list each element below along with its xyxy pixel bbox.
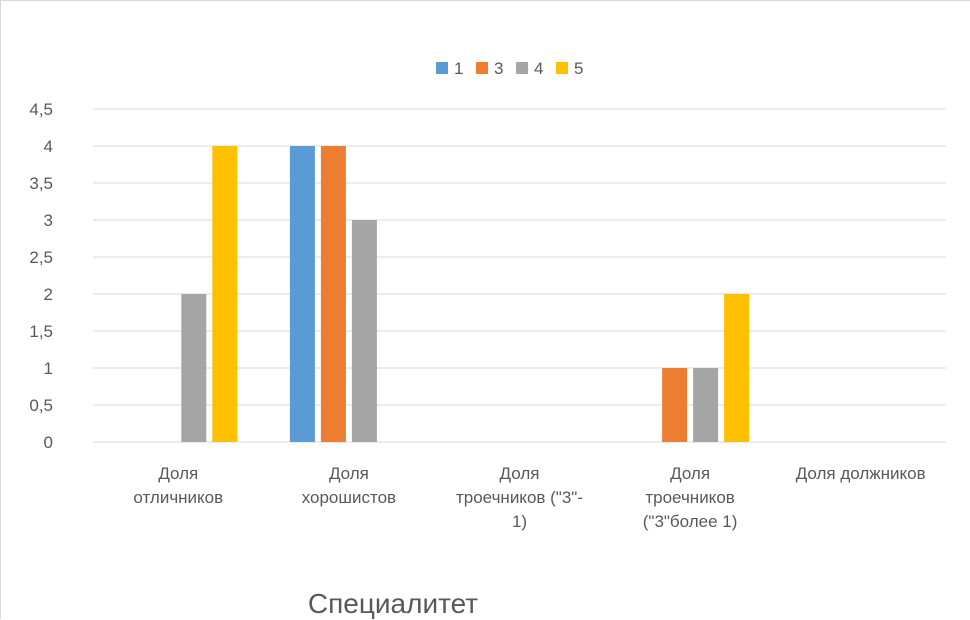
bars <box>181 146 750 442</box>
y-tick-label: 0,5 <box>29 396 53 415</box>
x-category-label: Доля отличников <box>133 464 223 507</box>
x-category-label: Доля троечников ("3"-1) <box>456 464 583 531</box>
bar-5-cat-0 <box>212 146 238 442</box>
y-tick-label: 4 <box>44 137 53 156</box>
bar-3-cat-1 <box>320 146 346 442</box>
y-tick-label: 3,5 <box>29 174 53 193</box>
y-tick-label: 2,5 <box>29 248 53 267</box>
bar-1-cat-1 <box>289 146 315 442</box>
legend: 1 3 4 5 <box>436 59 583 78</box>
legend-swatch-1 <box>436 62 448 74</box>
y-tick-label: 0 <box>44 433 53 452</box>
y-tick-label: 1,5 <box>29 322 53 341</box>
legend-swatch-4 <box>516 62 528 74</box>
bar-4-cat-0 <box>181 294 207 442</box>
legend-swatch-3 <box>476 62 488 74</box>
x-category-label: Доля хорошистов <box>302 464 396 507</box>
x-axis-categories: Доля отличников Доля хорошистов Доля троечник… <box>133 464 925 531</box>
x-category-label: Доля троечников ("3"более 1) <box>643 464 738 531</box>
y-axis-ticks: 0 0,5 1 1,5 2 2,5 3 3,5 4 4,5 <box>29 100 53 452</box>
legend-label-1: 1 <box>454 59 463 78</box>
legend-label-3: 3 <box>494 59 503 78</box>
legend-label-5: 5 <box>574 59 583 78</box>
y-tick-label: 3 <box>44 211 53 230</box>
y-tick-label: 4,5 <box>29 100 53 119</box>
bar-4-cat-1 <box>351 220 377 442</box>
bar-4-cat-3 <box>693 368 719 442</box>
y-tick-label: 2 <box>44 285 53 304</box>
bar-3-cat-3 <box>662 368 688 442</box>
x-category-label: Доля должников <box>796 464 926 483</box>
bar-5-cat-3 <box>724 294 750 442</box>
chart-title: Специалитет <box>308 588 478 619</box>
y-tick-label: 1 <box>44 359 53 378</box>
legend-swatch-5 <box>556 62 568 74</box>
legend-label-4: 4 <box>534 59 543 78</box>
